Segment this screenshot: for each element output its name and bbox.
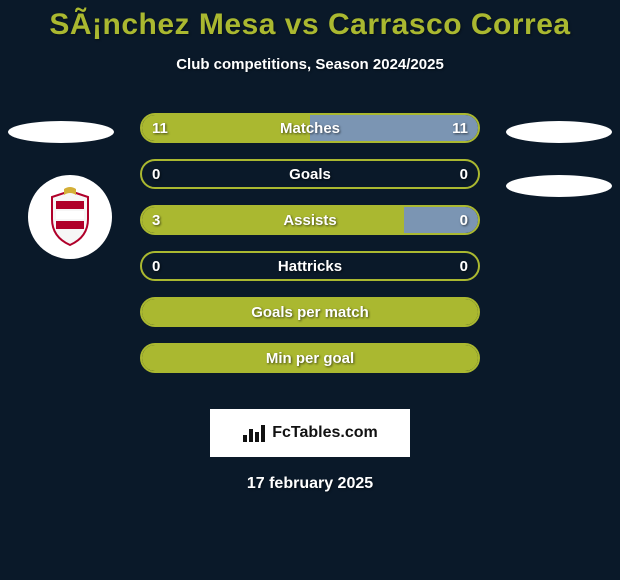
stat-value-left: 0 (152, 253, 160, 279)
club-left-crest (28, 175, 112, 259)
stat-value-left: 11 (152, 115, 168, 141)
stat-row: Matches11 11 (140, 113, 480, 143)
date-text: 17 february 2025 (0, 475, 620, 493)
club-right-placeholder (506, 175, 612, 197)
stat-row: Min per goal (140, 343, 480, 373)
stat-label: Hattricks (142, 253, 478, 279)
stat-row: Goals0 0 (140, 159, 480, 189)
stat-label: Min per goal (142, 345, 478, 371)
player-left-placeholder (8, 121, 114, 143)
stat-label: Goals (142, 161, 478, 187)
brand-text: FcTables.com (272, 424, 378, 442)
stat-bars: Matches1111Goals00Assists30Hattricks00Go… (140, 113, 480, 389)
stat-row: Hattricks0 0 (140, 251, 480, 281)
stat-row: Assists3 0 (140, 205, 480, 235)
comparison-panel: Matches1111Goals00Assists30Hattricks00Go… (0, 103, 620, 403)
stat-value-left: 3 (152, 207, 160, 233)
stat-label: Goals per match (142, 299, 478, 325)
stat-label: Matches (142, 115, 478, 141)
stat-value-right: 0 (460, 207, 468, 233)
stat-value-left: 0 (152, 161, 160, 187)
player-right-placeholder (506, 121, 612, 143)
stat-label: Assists (142, 207, 478, 233)
stat-value-right: 0 (460, 253, 468, 279)
brand-box: FcTables.com (210, 409, 410, 457)
crest-icon (40, 187, 100, 247)
stat-row: Goals per match (140, 297, 480, 327)
bars-icon (242, 423, 266, 443)
stat-value-right: 11 (452, 115, 468, 141)
page-title: SÃ¡nchez Mesa vs Carrasco Correa (0, 0, 620, 42)
stat-value-right: 0 (460, 161, 468, 187)
subtitle: Club competitions, Season 2024/2025 (0, 56, 620, 73)
